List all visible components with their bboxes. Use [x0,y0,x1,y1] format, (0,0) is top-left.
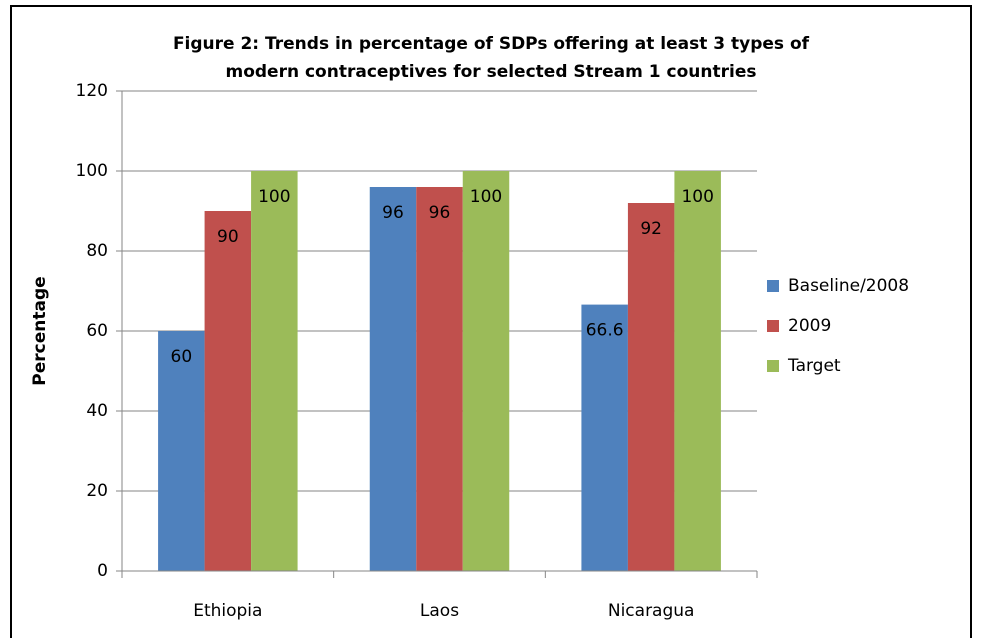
y-tick-label: 60 [86,321,108,341]
data-label: 96 [429,203,451,223]
data-label: 96 [382,203,404,223]
bar [581,304,628,571]
bar [462,171,510,571]
y-tick-label: 120 [76,81,108,101]
bar [204,211,252,571]
y-tick-label: 20 [86,481,108,501]
y-tick-label: 0 [97,561,108,581]
bar [627,203,675,571]
y-tick-label: 40 [86,401,108,421]
legend-label: 2009 [788,316,831,336]
chart-frame [10,5,972,638]
chart-title: modern contraceptives for selected Strea… [225,62,756,82]
legend-label: Target [787,356,841,376]
data-label: 100 [681,187,713,207]
bar [158,331,205,571]
legend-swatch [767,320,779,332]
data-label: 100 [258,187,290,207]
data-label: 90 [217,227,239,247]
x-tick-label: Nicaragua [608,601,695,621]
data-label: 92 [640,219,662,239]
bar [251,171,298,571]
x-tick-label: Laos [420,601,459,621]
y-tick-label: 100 [76,161,108,181]
legend-swatch [767,280,779,292]
legend-swatch [767,360,779,372]
legend-label: Baseline/2008 [788,276,909,296]
y-tick-label: 80 [86,241,108,261]
bar [674,171,721,571]
chart-title: Figure 2: Trends in percentage of SDPs o… [173,34,810,54]
bar [369,187,417,571]
y-axis-label: Percentage [30,276,50,385]
data-label: 66.6 [586,321,624,341]
x-tick-label: Ethiopia [193,601,262,621]
data-label: 60 [171,347,193,367]
data-label: 100 [470,187,502,207]
bar [416,187,463,571]
